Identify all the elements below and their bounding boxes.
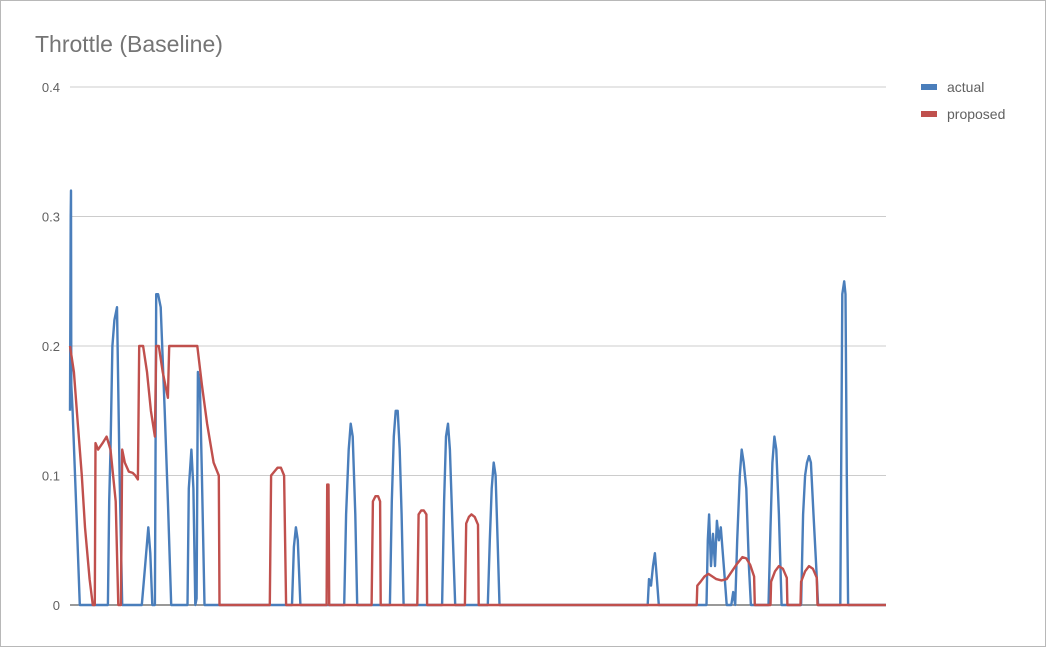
legend-swatch-proposed bbox=[921, 111, 937, 117]
legend-label-proposed: proposed bbox=[947, 106, 1005, 122]
series-lines bbox=[70, 191, 886, 605]
y-tick-label: 0.2 bbox=[42, 339, 60, 354]
y-tick-label: 0.3 bbox=[42, 210, 60, 225]
y-axis-ticks: 0 0.1 0.2 0.3 0.4 bbox=[42, 80, 60, 613]
y-tick-label: 0 bbox=[53, 598, 60, 613]
legend: actual proposed bbox=[921, 79, 1005, 122]
y-tick-label: 0.4 bbox=[42, 80, 60, 95]
y-tick-label: 0.1 bbox=[42, 469, 60, 484]
legend-swatch-actual bbox=[921, 84, 937, 90]
legend-label-actual: actual bbox=[947, 79, 984, 95]
